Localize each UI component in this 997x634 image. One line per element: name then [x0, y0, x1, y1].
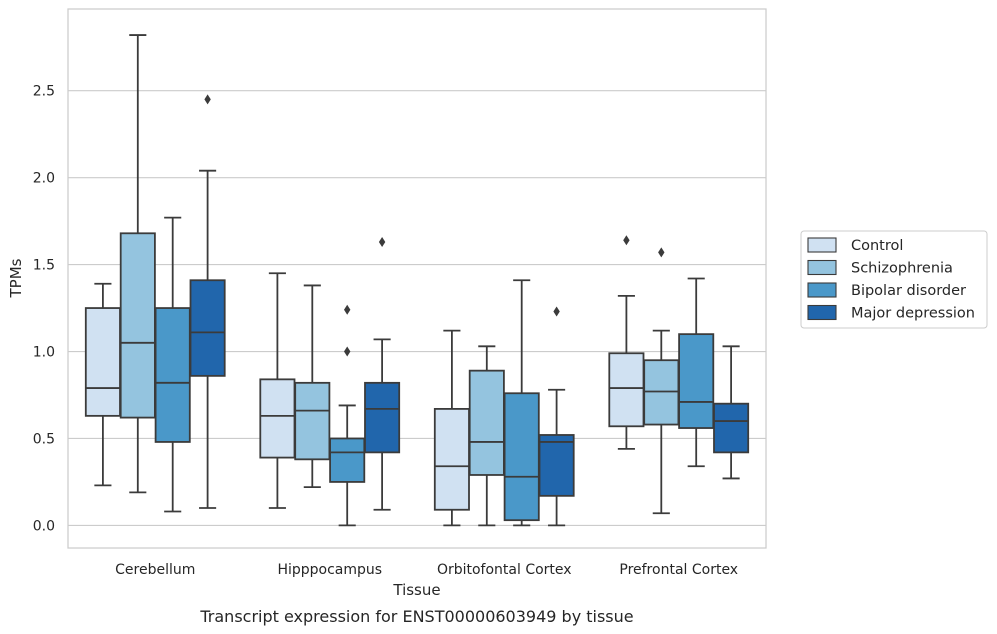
legend-swatch-3 — [807, 304, 837, 321]
box-body — [608, 352, 645, 428]
box-0-0 — [84, 282, 121, 487]
y-tick-label-4: 2.0 — [33, 171, 55, 187]
y-axis-label: TPMs — [7, 258, 25, 298]
y-tick-labels: 0.0 0.5 1.0 1.5 2.0 2.5 — [33, 84, 55, 535]
box-body — [154, 307, 191, 443]
outlier-0 — [344, 346, 351, 357]
box-1-0 — [259, 272, 296, 509]
box-body — [84, 307, 121, 417]
outlier-1 — [344, 304, 351, 315]
outlier-0 — [553, 306, 560, 317]
box-body — [259, 378, 296, 459]
box-2-2 — [503, 279, 540, 527]
outlier-0 — [658, 247, 665, 258]
box-0-2 — [154, 216, 191, 513]
y-tick-label-5: 2.5 — [33, 84, 55, 100]
legend: Control Schizophrenia Bipolar disorder Majo… — [800, 230, 988, 329]
x-tick-label-2: Orbitofontal Cortex — [437, 562, 572, 578]
legend-frame — [800, 230, 988, 329]
legend-swatch-1 — [807, 259, 837, 276]
outlier-0 — [204, 94, 211, 105]
x-tick-label-1: Hipppocampus — [277, 562, 382, 578]
box-3-3 — [713, 345, 750, 480]
box-body — [468, 369, 505, 476]
box-body — [189, 279, 226, 377]
box-body — [538, 434, 575, 497]
box-body — [364, 381, 401, 454]
box-body — [294, 381, 331, 461]
box-3-0 — [608, 235, 645, 450]
outlier-0 — [623, 235, 630, 246]
box-2-1 — [468, 345, 505, 527]
legend-swatch-2 — [807, 282, 837, 298]
legend-label-3: Major depression — [851, 306, 975, 322]
x-axis-label: Tissue — [392, 581, 440, 599]
box-3-2 — [678, 277, 715, 468]
x-tick-label-3: Prefrontal Cortex — [619, 562, 738, 578]
y-tick-label-1: 0.5 — [33, 431, 55, 447]
box-body — [119, 232, 156, 419]
y-tick-label-3: 1.5 — [33, 258, 55, 274]
y-tick-label-0: 0.0 — [33, 518, 55, 534]
chart-caption: Transcript expression for ENST0000060394… — [199, 607, 633, 626]
box-body — [713, 402, 750, 454]
box-body — [329, 437, 366, 483]
box-1-3 — [364, 236, 401, 511]
legend-swatch-0 — [807, 237, 837, 253]
legend-label-0: Control — [851, 238, 903, 254]
boxes — [84, 34, 750, 527]
box-body — [503, 392, 540, 522]
plot-frame — [67, 8, 767, 549]
outlier-0 — [378, 236, 386, 247]
box-1-1 — [294, 284, 331, 489]
legend-label-2: Bipolar disorder — [851, 283, 966, 299]
legend-label-1: Schizophrenia — [851, 261, 953, 277]
box-0-3 — [189, 94, 226, 509]
box-2-3 — [538, 306, 575, 527]
y-tick-label-2: 1.0 — [33, 345, 55, 361]
box-2-0 — [433, 329, 470, 527]
x-tick-label-0: Cerebellum — [115, 562, 195, 578]
x-tick-labels: Cerebellum Hipppocampus Orbitofontal Corte… — [115, 562, 738, 578]
box-1-2 — [329, 304, 366, 527]
box-0-1 — [119, 34, 156, 494]
box-body — [678, 333, 715, 429]
box-body — [433, 408, 470, 511]
box-3-1 — [643, 247, 680, 515]
